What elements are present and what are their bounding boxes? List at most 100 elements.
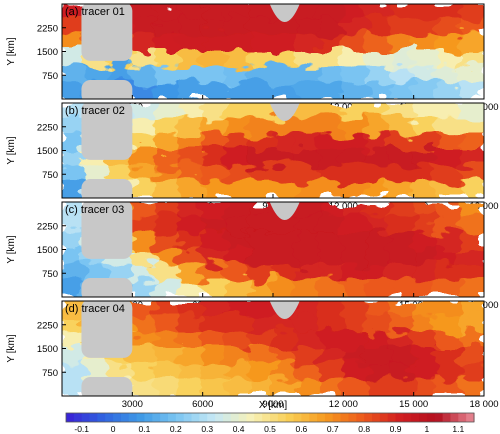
- field-cell: [84, 66, 110, 85]
- panel-label: (c) tracer 03: [65, 204, 124, 216]
- y-tick-label: 2250: [37, 320, 58, 331]
- field-cell: [318, 379, 345, 396]
- field-cell: [201, 379, 228, 396]
- field-cell: [365, 181, 392, 198]
- field-cell: [436, 165, 462, 184]
- field-cell: [248, 4, 274, 21]
- field-cell: [342, 216, 368, 235]
- field-cell: [225, 50, 251, 69]
- field-cell: [248, 216, 274, 235]
- field-cell: [225, 331, 251, 350]
- field-cell: [225, 18, 251, 37]
- field-cell: [131, 264, 157, 283]
- field-cell: [295, 232, 321, 251]
- field-cell: [62, 181, 87, 198]
- field-cell: [412, 264, 439, 283]
- field-cell: [201, 264, 228, 283]
- field-cell: [201, 280, 228, 297]
- field-cell: [342, 315, 368, 334]
- field-cell: [342, 363, 368, 382]
- field-cell: [436, 117, 462, 136]
- field-cell: [131, 4, 157, 21]
- colorbar-segment: [332, 413, 342, 422]
- y-tick-label: 1500: [37, 344, 58, 355]
- field-cell: [201, 315, 228, 334]
- field-cell: [318, 248, 345, 267]
- field-cell: [318, 66, 345, 85]
- colorbar-tick-label: 0.9: [390, 424, 402, 434]
- colorbar-segment: [419, 413, 428, 422]
- field-cell: [318, 50, 345, 69]
- field-cell: [225, 117, 251, 136]
- field-cell: [201, 216, 228, 235]
- field-cell: [295, 103, 321, 120]
- field-cell: [225, 232, 251, 251]
- colorbar-segment: [199, 413, 208, 422]
- field-cell: [412, 248, 439, 267]
- field-cell: [131, 379, 157, 396]
- field-cell: [248, 301, 274, 318]
- field-cell: [154, 363, 181, 382]
- field-cell: [389, 34, 415, 53]
- x-tick-label: 6000: [192, 399, 213, 410]
- field-cell: [459, 18, 484, 37]
- y-tick-label: 2250: [37, 122, 58, 133]
- field-cell: [389, 66, 415, 85]
- field-cell: [436, 34, 462, 53]
- colorbar-segment: [144, 413, 153, 422]
- field-cell: [459, 82, 484, 99]
- field-cell: [318, 133, 345, 152]
- field-cell: [295, 4, 321, 21]
- field-cell: [436, 264, 462, 283]
- field-cell: [318, 301, 345, 318]
- field-cell: [178, 280, 204, 297]
- panel-label: (b) tracer 02: [65, 105, 125, 117]
- field-cell: [154, 331, 181, 350]
- field-cell: [62, 301, 87, 318]
- colorbar-segment: [324, 413, 334, 422]
- field-cell: [178, 149, 204, 168]
- field-cell: [225, 133, 251, 152]
- field-cell: [84, 165, 110, 184]
- field-cell: [412, 301, 439, 318]
- field-cell: [62, 248, 87, 267]
- field-cell: [459, 103, 484, 120]
- field-cell: [412, 181, 439, 198]
- field-cell: [459, 248, 484, 267]
- colorbar-segment: [458, 413, 467, 422]
- colorbar-segment: [403, 413, 412, 422]
- field-cell: [459, 347, 484, 366]
- field-cell: [318, 165, 345, 184]
- colorbar-segment: [230, 413, 240, 422]
- colorbar-tick-label: 0.4: [233, 424, 245, 434]
- field-cell: [365, 347, 392, 366]
- field-cell: [131, 103, 157, 120]
- field-cell: [248, 165, 274, 184]
- field-cell: [272, 232, 298, 251]
- field-cell: [412, 280, 439, 297]
- field-cell: [178, 363, 204, 382]
- field-cell: [389, 216, 415, 235]
- colorbar-segment: [411, 413, 420, 422]
- field-cell: [62, 216, 87, 235]
- colorbar-tick-label: 0.1: [139, 424, 151, 434]
- tracer-field: [62, 103, 484, 198]
- field-cell: [412, 50, 439, 69]
- field-cell: [318, 331, 345, 350]
- field-cell: [178, 315, 204, 334]
- field-cell: [131, 216, 157, 235]
- land-block-south: [81, 377, 133, 396]
- land-block-south: [81, 80, 133, 99]
- field-cell: [389, 232, 415, 251]
- field-cell: [365, 50, 392, 69]
- field-cell: [225, 66, 251, 85]
- field-cell: [295, 347, 321, 366]
- field-cell: [154, 315, 181, 334]
- field-cell: [318, 264, 345, 283]
- field-cell: [84, 264, 110, 283]
- field-cell: [178, 248, 204, 267]
- field-cell: [318, 181, 345, 198]
- field-cell: [248, 363, 274, 382]
- colorbar-frame: [65, 412, 475, 423]
- field-cell: [318, 34, 345, 53]
